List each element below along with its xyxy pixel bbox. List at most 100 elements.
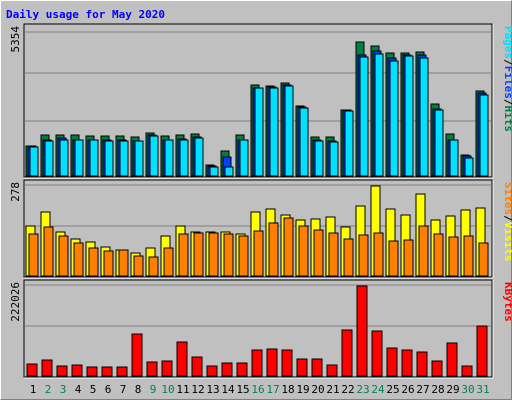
x-tick-label-day-23: 23 — [356, 383, 369, 396]
bar-kbytes-day-4 — [71, 364, 83, 377]
bar-pages-day-25 — [389, 60, 399, 177]
bar-pages-day-3 — [59, 139, 69, 177]
bar-kbytes-day-10 — [161, 360, 173, 377]
legend-part: Sites — [502, 182, 512, 215]
bar-kbytes-day-31 — [476, 325, 488, 377]
bar-sites-day-7 — [118, 249, 129, 277]
legend-part: Files — [502, 66, 512, 99]
x-tick-label-day-3: 3 — [60, 383, 67, 396]
bar-kbytes-day-30 — [461, 365, 473, 377]
bar-sites-day-14 — [223, 233, 234, 277]
bar-sites-day-29 — [448, 236, 459, 277]
legend-part: / — [502, 99, 512, 106]
bar-kbytes-day-2 — [41, 359, 53, 377]
bar-kbytes-day-24 — [371, 330, 383, 377]
bar-sites-day-6 — [103, 250, 114, 277]
bar-sites-day-13 — [208, 232, 219, 277]
x-tick-label-day-24: 24 — [371, 383, 385, 396]
legend-part: / — [502, 59, 512, 66]
bar-pages-day-6 — [104, 140, 114, 177]
bar-pages-day-24 — [374, 53, 384, 177]
bar-sites-day-22 — [343, 238, 354, 277]
x-tick-label-day-5: 5 — [90, 383, 97, 396]
series-legend-label: Sites/Visits — [502, 182, 512, 262]
bar-sites-day-12 — [193, 232, 204, 277]
bar-pages-day-2 — [44, 140, 54, 177]
series-legend-label: KBytes — [502, 282, 512, 322]
bar-kbytes-day-27 — [416, 351, 428, 377]
x-tick-label-day-9: 9 — [150, 383, 157, 396]
x-tick-label-day-11: 11 — [176, 383, 189, 396]
bar-pages-day-17 — [269, 87, 279, 177]
bar-pages-day-8 — [134, 140, 144, 177]
bar-sites-day-20 — [313, 229, 324, 277]
bar-pages-day-16 — [254, 87, 264, 177]
x-tick-label-day-1: 1 — [30, 383, 37, 396]
x-tick-label-day-13: 13 — [206, 383, 219, 396]
bar-kbytes-day-17 — [266, 348, 278, 377]
bar-kbytes-day-20 — [311, 358, 323, 377]
bar-sites-day-21 — [328, 232, 339, 277]
bar-pages-day-21 — [329, 141, 339, 177]
bar-pages-day-12 — [194, 137, 204, 177]
x-tick-label-day-29: 29 — [446, 383, 459, 396]
x-tick-label-day-26: 26 — [401, 383, 414, 396]
x-tick-label-day-20: 20 — [311, 383, 324, 396]
panel-middle: 278 Sites/Visits — [9, 179, 512, 279]
bar-pages-day-28 — [434, 109, 444, 177]
x-tick-label-day-4: 4 — [75, 383, 82, 396]
bar-pages-day-10 — [164, 139, 174, 177]
y-axis-max-label: 222026 — [9, 282, 22, 322]
bar-sites-day-26 — [403, 239, 414, 277]
x-axis-labels: 1 2 3 4 5 6 7 8 9 10 11 12 13 14 15 16 17 18 19 20 21 22 23 24 2… — [30, 383, 490, 396]
bar-pages-day-18 — [284, 85, 294, 177]
series-legend-label: Pages/Files/Hits — [502, 26, 512, 132]
legend-part: Hits — [502, 106, 512, 133]
legend-part: KBytes — [502, 282, 512, 322]
bar-sites-day-30 — [463, 235, 474, 277]
legend-part: Pages — [502, 26, 512, 59]
bar-kbytes-day-23 — [356, 285, 368, 377]
bar-sites-day-5 — [88, 247, 99, 277]
bar-sites-day-8 — [133, 255, 144, 277]
legend-part: / — [502, 215, 512, 222]
x-tick-label-day-17: 17 — [266, 383, 279, 396]
bar-kbytes-day-11 — [176, 341, 188, 377]
bar-sites-day-11 — [178, 233, 189, 277]
bar-kbytes-day-29 — [446, 342, 458, 377]
x-tick-label-day-18: 18 — [281, 383, 294, 396]
bar-pages-day-1 — [29, 146, 39, 177]
bar-sites-day-2 — [43, 226, 54, 277]
bar-kbytes-day-25 — [386, 347, 398, 377]
x-tick-label-day-6: 6 — [105, 383, 112, 396]
bar-pages-day-20 — [314, 140, 324, 177]
bar-sites-day-4 — [73, 242, 84, 277]
bar-pages-day-30 — [464, 157, 474, 177]
bar-kbytes-day-16 — [251, 349, 263, 377]
bar-pages-day-22 — [344, 110, 354, 177]
bar-kbytes-day-9 — [146, 361, 158, 377]
bar-pages-day-13 — [209, 166, 219, 177]
bar-kbytes-day-6 — [101, 366, 113, 377]
x-tick-label-day-30: 30 — [461, 383, 474, 396]
bar-pages-day-26 — [404, 55, 414, 177]
bar-pages-day-23 — [359, 56, 369, 177]
x-tick-label-day-31: 31 — [476, 383, 489, 396]
bar-pages-day-29 — [449, 139, 459, 177]
bar-sites-day-16 — [253, 230, 264, 277]
bar-kbytes-day-1 — [26, 363, 38, 377]
bar-kbytes-day-8 — [131, 333, 143, 377]
bar-pages-day-14 — [224, 166, 234, 177]
bar-kbytes-day-26 — [401, 349, 413, 377]
bar-pages-day-27 — [419, 57, 429, 177]
bar-kbytes-day-19 — [296, 358, 308, 377]
bar-sites-day-19 — [298, 225, 309, 277]
bar-kbytes-day-15 — [236, 362, 248, 377]
bar-sites-day-3 — [58, 235, 69, 277]
x-tick-label-day-25: 25 — [386, 383, 399, 396]
x-tick-label-day-7: 7 — [120, 383, 127, 396]
x-tick-label-day-19: 19 — [296, 383, 309, 396]
